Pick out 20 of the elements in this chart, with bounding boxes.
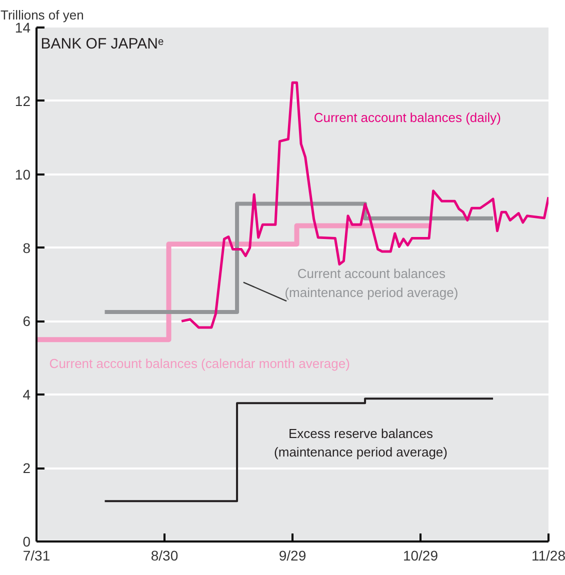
y-tick-label: 14 (14, 20, 31, 36)
y-axis-title: Trillions of yen (0, 8, 84, 22)
line-series (180, 81, 548, 329)
series-label: Excess reserve balances (maintenance period average) (274, 426, 448, 460)
y-tick-label: 6 (22, 313, 31, 330)
y-tick-label: 4 (22, 386, 31, 403)
x-tick-label: 11/28 (532, 548, 565, 564)
y-tick-label: 2 (22, 460, 31, 476)
series-label: Current account balances (calendar month average) (49, 356, 350, 371)
annotation: BANK OF JAPANᵉ (40, 36, 164, 53)
x-tick-label: 9/29 (278, 548, 306, 564)
x-tick-label: 7/31 (22, 548, 50, 564)
y-tick-label: 10 (14, 166, 31, 182)
text: Current account balances (maintenance period average) (284, 266, 458, 300)
y-tick-label: 12 (14, 92, 31, 109)
y-tick-label: 0 (22, 534, 31, 550)
series-label: Current account balances (daily) (314, 110, 501, 125)
x-tick-label: 8/30 (150, 548, 178, 564)
x-tick-label: 10/29 (402, 548, 438, 564)
y-tick-label: 8 (22, 240, 31, 256)
